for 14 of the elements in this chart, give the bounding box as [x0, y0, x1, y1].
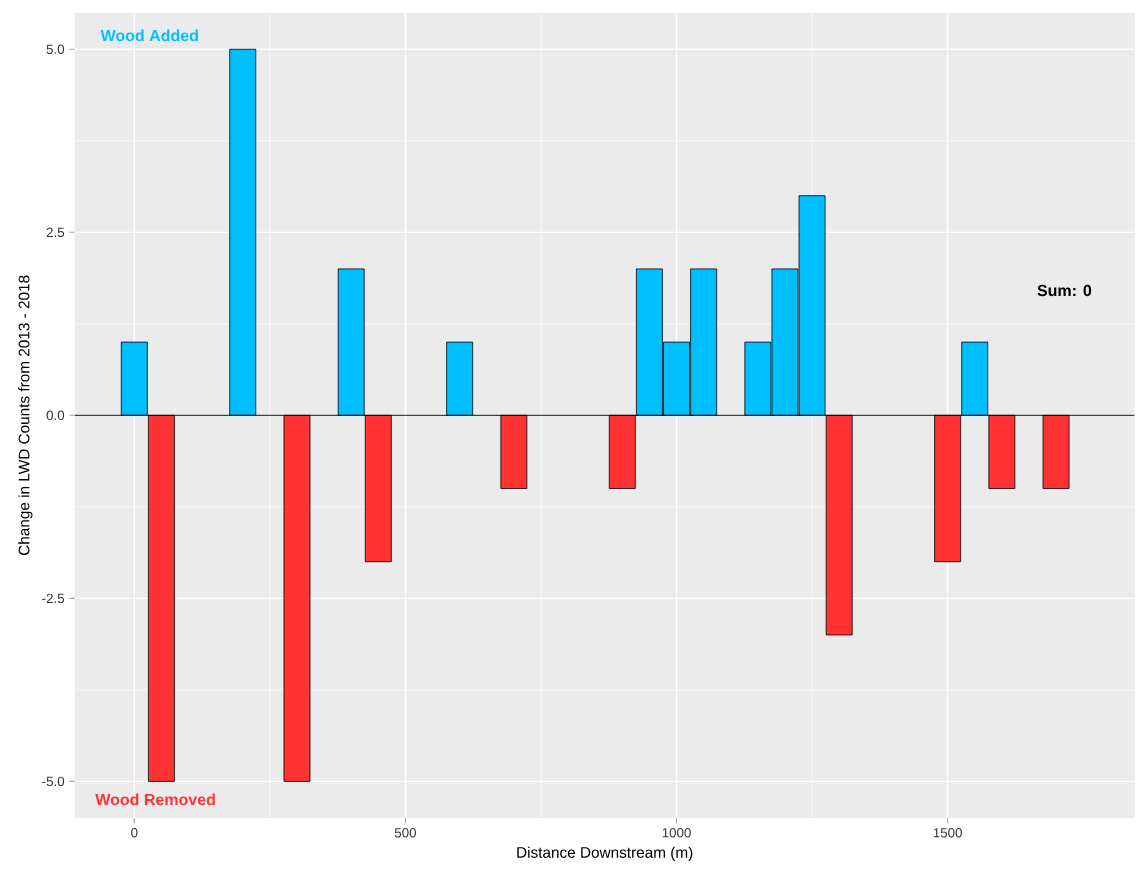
x-tick-label: 500 [394, 828, 417, 838]
x-tick-label: 0 [131, 828, 138, 838]
y-axis-title: Change in LWD Counts from 2013 - 2018 [18, 275, 33, 556]
y-tick-label: -5.0 [42, 776, 65, 787]
y-tick-label: -2.5 [42, 593, 65, 604]
x-tick-label: 1500 [933, 828, 962, 838]
y-tick-label: 5.0 [46, 44, 65, 54]
x-axis-title: Distance Downstream (m) [517, 846, 693, 861]
annotation: Wood Removed [95, 793, 215, 806]
annotation: Sum: 0 [1037, 284, 1092, 297]
x-tick-label: 1000 [662, 828, 691, 838]
y-tick-label: 0.0 [46, 410, 65, 421]
y-tick-label: 2.5 [46, 227, 65, 238]
annotation: Wood Added [100, 29, 198, 42]
